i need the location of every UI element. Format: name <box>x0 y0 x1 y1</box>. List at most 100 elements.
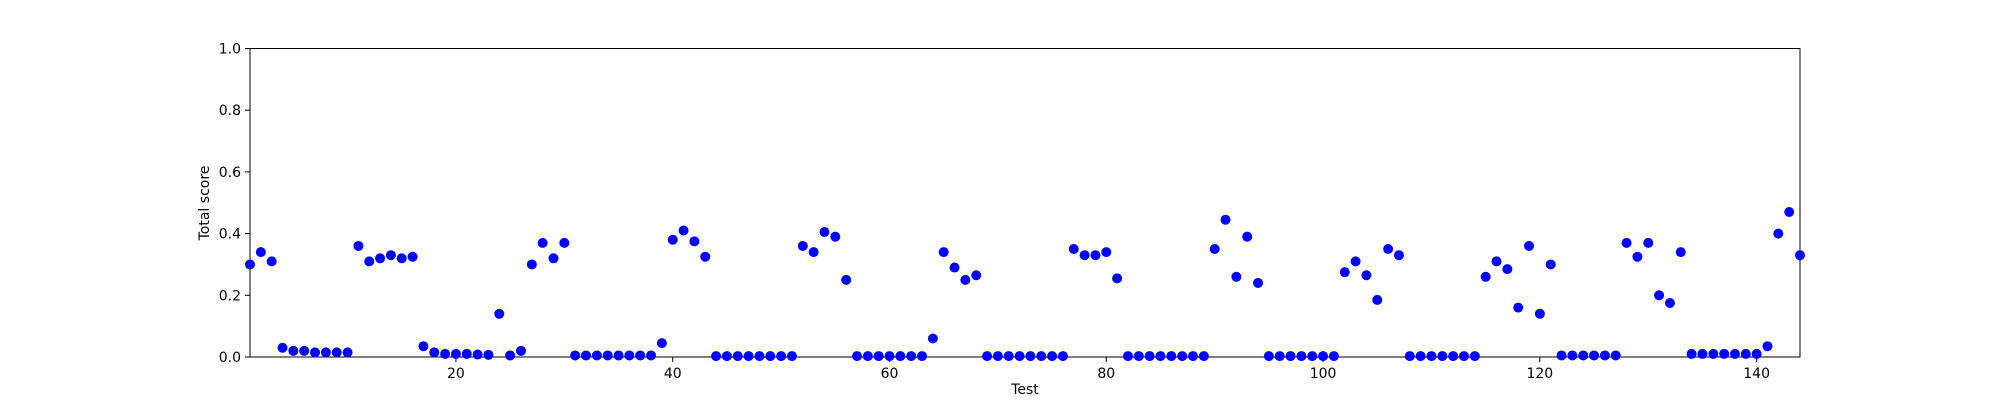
point <box>1578 350 1589 361</box>
point <box>1112 273 1123 284</box>
point <box>1014 351 1025 362</box>
point <box>331 347 342 358</box>
x-tick-label: 100 <box>1310 366 1337 382</box>
point <box>1556 350 1567 361</box>
point <box>1491 256 1502 267</box>
point <box>505 350 516 361</box>
point <box>1480 271 1491 282</box>
point <box>440 348 451 359</box>
point <box>450 348 461 359</box>
point <box>1328 351 1339 362</box>
point <box>1101 247 1112 258</box>
point <box>320 347 331 358</box>
point <box>786 351 797 362</box>
point <box>1047 351 1058 362</box>
point <box>1318 351 1329 362</box>
point <box>1133 351 1144 362</box>
point <box>494 308 505 319</box>
point <box>678 225 689 236</box>
point <box>700 251 711 262</box>
point <box>992 351 1003 362</box>
point <box>591 350 602 361</box>
x-tick-label: 60 <box>881 366 899 382</box>
y-tick-label: 0.8 <box>219 103 241 119</box>
plot-frame <box>249 48 1801 358</box>
point <box>1339 267 1350 278</box>
x-axis-label: Test <box>1010 382 1039 398</box>
point <box>1545 259 1556 270</box>
point <box>364 256 375 267</box>
point <box>1534 308 1545 319</box>
y-tick-label: 1.0 <box>219 42 241 58</box>
point <box>1057 351 1068 362</box>
point <box>266 256 277 267</box>
point <box>1610 350 1621 361</box>
point <box>1632 251 1643 262</box>
point <box>1393 250 1404 261</box>
point <box>721 351 732 362</box>
point <box>1122 351 1133 362</box>
point <box>1773 228 1784 239</box>
point <box>299 345 310 356</box>
point <box>960 274 971 285</box>
point <box>1361 270 1372 281</box>
x-tick-label: 140 <box>1743 366 1770 382</box>
point <box>1166 351 1177 362</box>
point <box>732 351 743 362</box>
point <box>841 274 852 285</box>
point <box>1784 207 1795 218</box>
y-tick-label: 0.6 <box>219 165 241 181</box>
point <box>1025 351 1036 362</box>
point <box>245 259 255 270</box>
point <box>624 350 635 361</box>
point <box>1567 350 1578 361</box>
point <box>776 351 787 362</box>
point <box>1426 351 1437 362</box>
point <box>418 341 429 352</box>
point <box>515 345 526 356</box>
point <box>646 350 657 361</box>
point <box>429 347 440 358</box>
point <box>1751 348 1762 359</box>
point <box>1372 294 1383 305</box>
point <box>656 338 667 349</box>
point <box>1079 250 1090 261</box>
point <box>1307 351 1318 362</box>
point <box>1729 348 1740 359</box>
point <box>1762 341 1773 352</box>
point <box>1675 247 1686 258</box>
point <box>1253 277 1264 288</box>
point <box>1621 237 1632 248</box>
x-tick-label: 40 <box>664 366 682 382</box>
point <box>1448 351 1459 362</box>
point <box>1144 351 1155 362</box>
point <box>602 350 613 361</box>
point <box>797 240 808 251</box>
point <box>1090 250 1101 261</box>
point <box>1036 351 1047 362</box>
point <box>1155 351 1166 362</box>
x-tick-label: 120 <box>1526 366 1553 382</box>
point <box>743 351 754 362</box>
point <box>570 350 581 361</box>
point <box>895 351 906 362</box>
point <box>277 342 288 353</box>
point <box>1188 351 1199 362</box>
point <box>1296 351 1307 362</box>
point <box>1274 351 1285 362</box>
point <box>255 247 266 258</box>
point <box>613 350 624 361</box>
point <box>1469 351 1480 362</box>
point <box>353 240 364 251</box>
point <box>1719 348 1730 359</box>
point <box>1285 351 1296 362</box>
point <box>830 231 841 242</box>
point <box>635 350 646 361</box>
y-tick-label: 0.2 <box>219 288 241 304</box>
point <box>1209 244 1220 255</box>
point <box>819 227 830 238</box>
point <box>559 237 570 248</box>
point <box>288 345 299 356</box>
point <box>1220 214 1231 225</box>
